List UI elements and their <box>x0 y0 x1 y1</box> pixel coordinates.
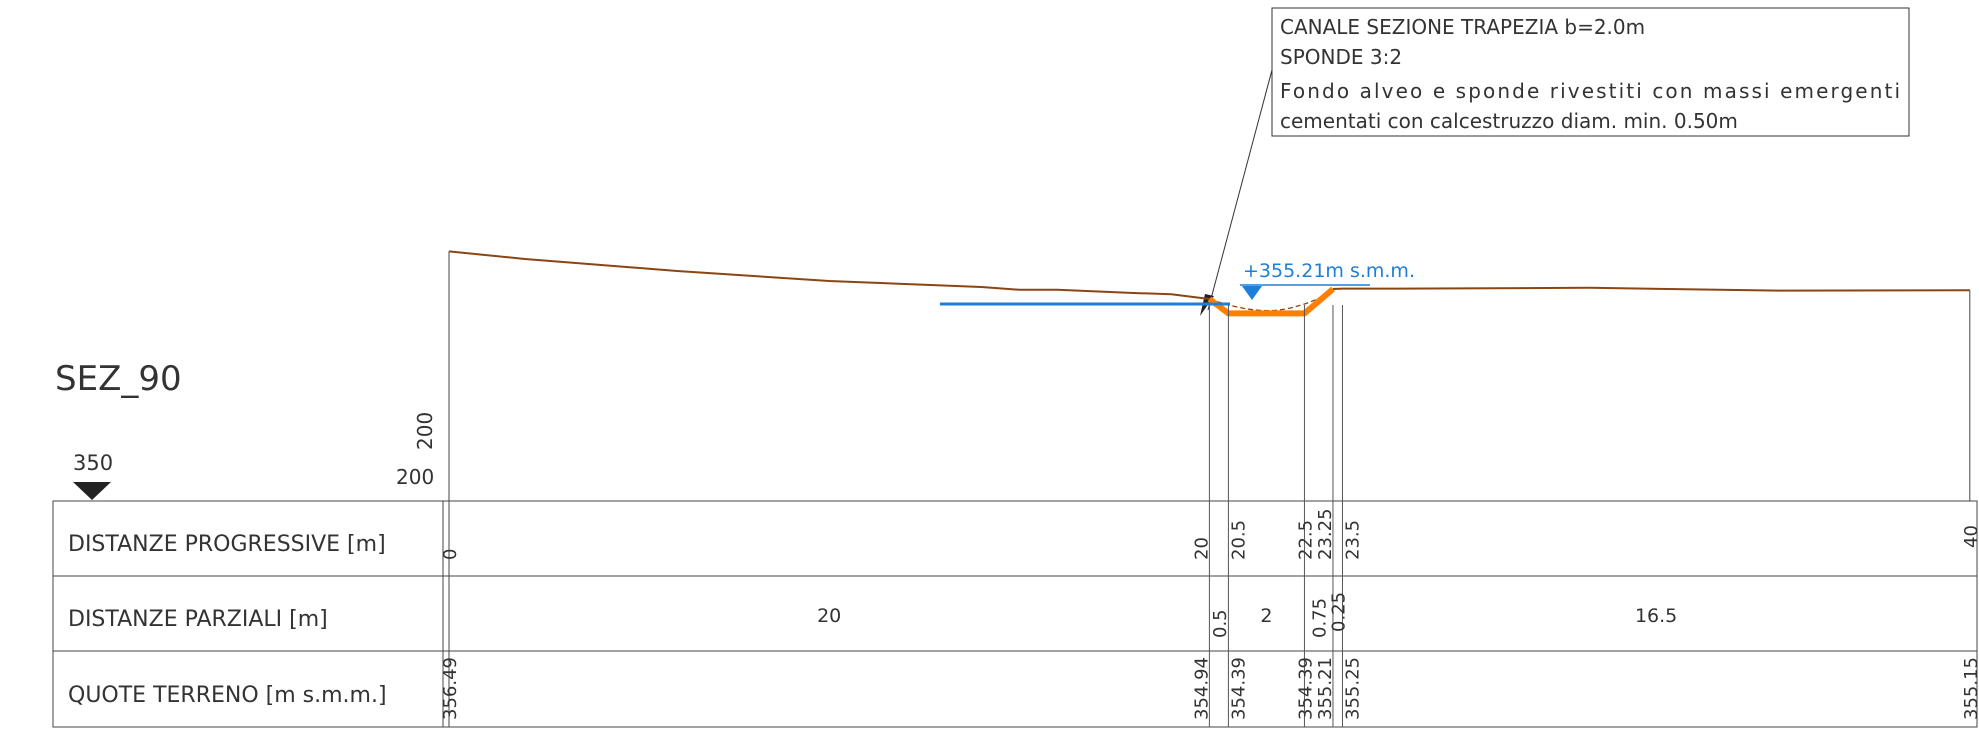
scale-label-rotated: 200 <box>413 412 437 450</box>
partial-value: 0.5 <box>1210 609 1231 638</box>
profile-group <box>448 250 1971 501</box>
elevation-value: 354.39 <box>1295 657 1316 720</box>
progressive-value: 23.5 <box>1342 520 1363 560</box>
row-label-progressive: DISTANZE PROGRESSIVE [m] <box>68 532 386 557</box>
elevation-value: 356.49 <box>440 657 461 720</box>
progressive-value: 40 <box>1961 525 1979 548</box>
section-title: SEZ_90 <box>55 359 182 399</box>
elevation-value: 354.39 <box>1228 657 1249 720</box>
stations-group: 0356.4920354.9420.5354.3922.5354.3923.25… <box>440 305 1979 727</box>
elevation-value: 354.94 <box>1191 657 1212 720</box>
progressive-value: 20.5 <box>1228 520 1249 560</box>
partial-value: 0.25 <box>1329 592 1350 632</box>
water-level-label: +355.21m s.m.m. <box>1243 260 1415 282</box>
design-channel-line <box>1207 286 1335 317</box>
elevation-value: 355.15 <box>1961 657 1979 720</box>
progressive-value: 20 <box>1191 537 1212 560</box>
partial-value: 16.5 <box>1635 605 1677 627</box>
partial-value: 20 <box>817 605 841 627</box>
scale-label: 200 <box>396 465 434 489</box>
water-level-triangle-icon <box>1242 286 1262 300</box>
datum-label: 350 <box>73 451 113 475</box>
data-table <box>52 500 1978 728</box>
terrain-line <box>448 250 1210 300</box>
row-label-partial: DISTANZE PARZIALI [m] <box>68 607 328 632</box>
progressive-value: 22.5 <box>1295 520 1316 560</box>
callout-line-1: CANALE SEZIONE TRAPEZIA b=2.0m <box>1280 15 1645 39</box>
partial-value: 0.75 <box>1310 598 1331 638</box>
callout-line-2: SPONDE 3:2 <box>1280 45 1402 69</box>
progressive-value: 23.25 <box>1315 508 1336 560</box>
callout-leader <box>1207 69 1273 311</box>
terrain-line <box>1332 286 1970 292</box>
row-label-elevation: QUOTE TERRENO [m s.m.m.] <box>68 683 387 708</box>
callout-box <box>1271 7 1910 137</box>
elevation-value: 355.21 <box>1315 657 1336 720</box>
datum-triangle-icon <box>73 482 111 500</box>
partial-value: 2 <box>1260 605 1272 627</box>
callout-line-3: Fondo alveo e sponde rivestiti con massi… <box>1280 79 1900 103</box>
elevation-value: 355.25 <box>1342 657 1363 720</box>
progressive-value: 0 <box>440 549 461 560</box>
callout-line-4: cementati con calcestruzzo diam. min. 0.… <box>1280 109 1738 133</box>
